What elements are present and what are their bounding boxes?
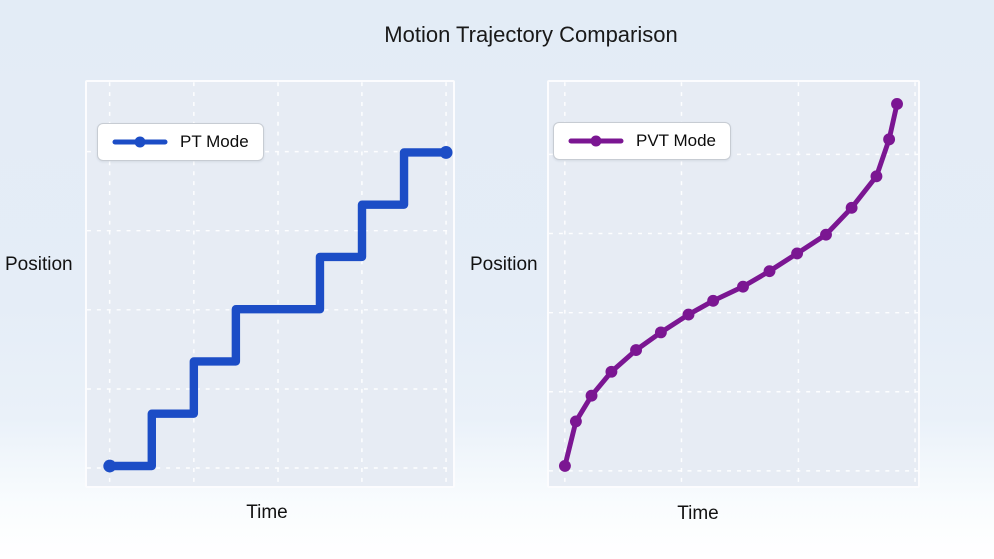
pvt-legend: PVT Mode <box>553 122 732 160</box>
pt-legend-line-marker-icon <box>112 136 168 148</box>
pt-plot-area: PT Mode <box>85 80 455 488</box>
pt-legend: PT Mode <box>97 123 264 161</box>
pt-legend-label: PT Mode <box>180 132 249 151</box>
pt-step-line-chart <box>87 82 453 486</box>
pt-xlabel: Time <box>246 502 288 523</box>
pvt-smooth-line-chart <box>549 82 918 486</box>
figure-title: Motion Trajectory Comparison <box>384 22 678 47</box>
pvt-legend-line-marker-icon <box>568 135 624 147</box>
pvt-xlabel: Time <box>677 503 719 524</box>
pt-ylabel: Position <box>5 254 73 275</box>
pvt-legend-label: PVT Mode <box>636 131 717 150</box>
pvt-ylabel: Position <box>470 254 538 275</box>
pvt-plot-area: PVT Mode <box>547 80 920 488</box>
